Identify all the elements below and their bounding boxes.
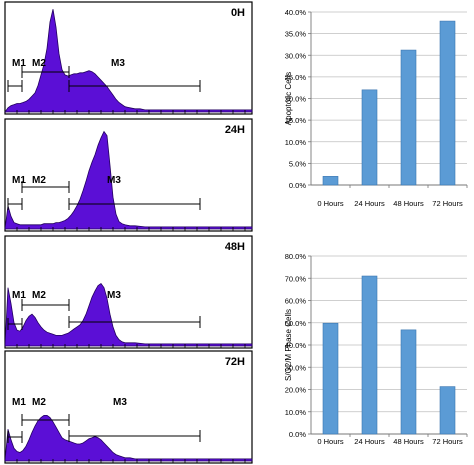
bar-72-hours xyxy=(439,20,456,186)
y-tick-label: 0.0% xyxy=(289,430,306,439)
y-axis-label: S/G2/M Phase Cells xyxy=(284,309,293,381)
x-tick-label: 48 Hours xyxy=(393,437,424,446)
x-axis-ticks xyxy=(16,110,246,114)
y-tick-label: 0.0% xyxy=(289,181,306,190)
marker-label-m2: M2 xyxy=(32,58,46,69)
bar-24-hours xyxy=(361,275,378,435)
histogram-area xyxy=(4,130,253,230)
marker-label-m2: M2 xyxy=(32,397,46,408)
gate-m1 xyxy=(7,318,23,330)
apoptotic-cells-chart: 0.0% 5.0% 10.0% 15.0% 20.0% 25.0% 30.0% 35.0% 40… xyxy=(284,8,468,208)
marker-label-m3: M3 xyxy=(113,397,127,408)
x-tick-label: 0 Hours xyxy=(317,199,344,208)
gate-m2 xyxy=(21,414,70,426)
marker-label-m1: M1 xyxy=(12,175,26,186)
y-tick-label: 35.0% xyxy=(285,30,307,39)
x-axis-ticks xyxy=(16,227,246,231)
histogram-panel-24h: 24H M1 M2 M3 xyxy=(4,118,253,232)
gate-m3 xyxy=(68,316,201,328)
y-tick-label: 25.0% xyxy=(285,73,307,82)
x-tick-label: 0 Hours xyxy=(317,437,344,446)
bar-48-hours xyxy=(400,329,417,435)
gate-m3 xyxy=(68,430,201,442)
x-tick-label: 72 Hours xyxy=(432,199,463,208)
y-tick-label: 5.0% xyxy=(289,159,306,168)
x-tick-label: 24 Hours xyxy=(354,199,385,208)
gate-m2 xyxy=(21,299,70,311)
gate-m1 xyxy=(7,198,23,210)
sg2m-phase-chart: 0.0% 10.0% 20.0% 30.0% 40.0% 50.0% 60.0% 70.0% 8… xyxy=(284,252,468,446)
x-axis-ticks xyxy=(16,344,246,348)
histogram-panels: 0H M1 M2 M3 24H M1 M2 M3 48H M1 M2 M3 72H M1 M2 M3 xyxy=(4,1,253,464)
y-tick-label: 20.0% xyxy=(285,386,307,395)
marker-label-m3: M3 xyxy=(107,175,121,186)
histogram-area xyxy=(4,282,253,347)
y-tick-label: 20.0% xyxy=(285,95,307,104)
x-tick-label: 24 Hours xyxy=(354,437,385,446)
gate-m2 xyxy=(21,66,70,78)
histogram-panel-0h: 0H M1 M2 M3 xyxy=(4,1,253,115)
gate-m2 xyxy=(21,181,70,193)
panel-label: 48H xyxy=(225,241,245,253)
marker-label-m1: M1 xyxy=(12,290,26,301)
panel-label: 0H xyxy=(231,7,245,19)
bar-24-hours xyxy=(361,89,378,186)
marker-label-m2: M2 xyxy=(32,175,46,186)
y-tick-label: 50.0% xyxy=(285,319,307,328)
gate-m3 xyxy=(68,80,201,92)
x-tick-label: 72 Hours xyxy=(432,437,463,446)
gate-m1 xyxy=(7,80,23,92)
y-tick-label: 40.0% xyxy=(285,8,307,17)
gate-m1 xyxy=(7,431,23,443)
gate-m3 xyxy=(68,198,201,210)
panel-label: 24H xyxy=(225,124,245,136)
marker-label-m3: M3 xyxy=(107,290,121,301)
marker-label-m3: M3 xyxy=(111,58,125,69)
histogram-panel-72h: 72H M1 M2 M3 xyxy=(4,350,253,464)
y-tick-label: 70.0% xyxy=(285,274,307,283)
panel-label: 72H xyxy=(225,356,245,368)
bar-0-hours xyxy=(322,322,339,435)
y-tick-label: 80.0% xyxy=(285,252,307,261)
marker-label-m2: M2 xyxy=(32,290,46,301)
y-tick-label: 15.0% xyxy=(285,116,307,125)
bar-charts: 0.0% 5.0% 10.0% 15.0% 20.0% 25.0% 30.0% 35.0% 40… xyxy=(284,8,468,446)
y-tick-label: 10.0% xyxy=(285,408,307,417)
y-tick-label: 10.0% xyxy=(285,138,307,147)
bar-0-hours xyxy=(322,176,339,186)
y-tick-label: 30.0% xyxy=(285,51,307,60)
marker-label-m1: M1 xyxy=(12,58,26,69)
bar-72-hours xyxy=(439,386,456,435)
histogram-panel-48h: 48H M1 M2 M3 xyxy=(4,235,253,349)
y-tick-label: 60.0% xyxy=(285,297,307,306)
histogram-area xyxy=(4,415,253,462)
x-tick-label: 48 Hours xyxy=(393,199,424,208)
histogram-area xyxy=(4,9,253,113)
y-axis-label: Apoptotic Cells xyxy=(284,72,293,125)
y-tick-label: 40.0% xyxy=(285,341,307,350)
marker-label-m1: M1 xyxy=(12,397,26,408)
bar-48-hours xyxy=(400,49,417,186)
y-tick-label: 30.0% xyxy=(285,363,307,372)
x-axis-ticks xyxy=(16,459,246,463)
panel-frame xyxy=(4,118,253,232)
panel-frame xyxy=(4,235,253,349)
